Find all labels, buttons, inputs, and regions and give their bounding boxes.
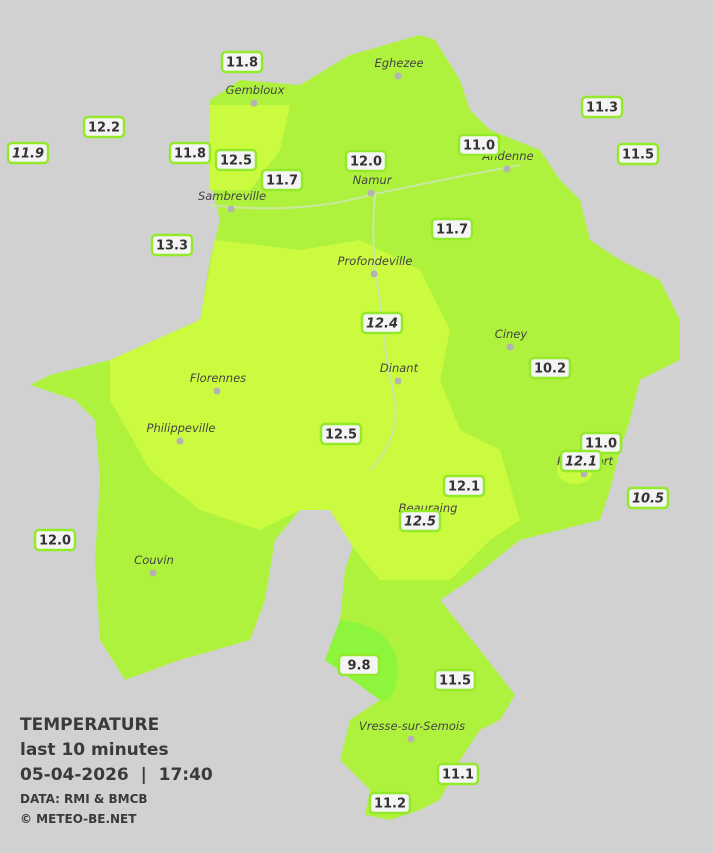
station-temperature: 12.2 (88, 121, 120, 136)
city-label: Profondeville (338, 254, 413, 268)
station-temperature: 12.1 (565, 455, 597, 470)
city-label: Ciney (495, 327, 528, 341)
city-label: Namur (353, 173, 393, 187)
station-badge (626, 486, 670, 510)
city-label: Philippeville (147, 421, 216, 435)
cities: EghezeeGemblouxAndenneNamurSambrevillePr… (134, 56, 614, 743)
city-dot (370, 270, 378, 278)
station-badge (528, 356, 572, 380)
station-temperature: 12.4 (366, 317, 398, 332)
station-badge (580, 95, 624, 119)
station-badge (319, 422, 363, 446)
city-dot (227, 205, 235, 213)
city-dot (367, 189, 375, 197)
station-temperature: 12.5 (404, 515, 436, 530)
station-badge (6, 141, 50, 165)
city-dot (407, 735, 415, 743)
legend-period: last 10 minutes (20, 740, 169, 760)
station-badge (33, 528, 77, 552)
station-badge (168, 141, 212, 165)
city-label: Vresse-sur-Semois (359, 719, 465, 733)
station-badge (616, 142, 660, 166)
station-badge (433, 668, 477, 692)
station-temperature: 12.1 (448, 480, 480, 495)
station-temperature: 12.5 (325, 428, 357, 443)
stations: 11.8 12.2 11.9 11.8 12.5 11.7 12.0 11.0 11.3 11.5… (6, 50, 670, 815)
station-badge (82, 115, 126, 139)
station-badge (337, 653, 381, 677)
station-temperature: 13.3 (156, 239, 188, 254)
station-badge (368, 791, 412, 815)
station-badge (220, 50, 264, 74)
city-dot (394, 377, 402, 385)
station-temperature: 11.0 (463, 139, 495, 154)
station-temperature: 9.8 (347, 659, 370, 674)
station-temperature: 11.5 (622, 148, 654, 163)
city-dot (506, 343, 514, 351)
station-badge (214, 148, 258, 172)
station-badge (344, 149, 388, 173)
station-badge (150, 233, 194, 257)
station-temperature: 11.7 (436, 223, 468, 238)
station-temperature: 12.0 (350, 155, 382, 170)
city-dot (176, 437, 184, 445)
station-temperature: 12.5 (220, 154, 252, 169)
station-badge (436, 762, 480, 786)
station-badge (398, 509, 442, 533)
station-badge (457, 133, 501, 157)
station-temperature: 11.5 (439, 674, 471, 689)
legend-title: TEMPERATURE (20, 715, 159, 735)
station-temperature: 10.5 (632, 492, 664, 507)
station-temperature: 11.0 (585, 437, 617, 452)
city-label: Sambreville (198, 189, 266, 203)
city-label: Gembloux (226, 83, 285, 97)
station-temperature: 12.0 (39, 534, 71, 549)
warm-zone (110, 240, 520, 580)
city-dot (149, 569, 157, 577)
city-dot (503, 165, 511, 173)
legend-copyright: © METEO-BE.NET (20, 812, 137, 826)
city-label: Dinant (380, 361, 419, 375)
station-badge (260, 168, 304, 192)
legend-source: DATA: RMI & BMCB (20, 792, 148, 806)
city-label: Florennes (190, 371, 246, 385)
station-temperature: 10.2 (534, 362, 566, 377)
station-temperature: 11.2 (374, 797, 406, 812)
legend-timestamp: 05-04-2026 | 17:40 (20, 765, 213, 785)
station-temperature: 11.8 (174, 147, 206, 162)
station-badge (430, 217, 474, 241)
station-temperature: 11.7 (266, 174, 298, 189)
city-dot (213, 387, 221, 395)
city-dot (394, 72, 402, 80)
station-temperature: 11.3 (586, 101, 618, 116)
station-temperature: 11.9 (12, 147, 44, 162)
city-label: Couvin (134, 553, 174, 567)
station-temperature: 11.8 (226, 56, 258, 71)
station-temperature: 11.1 (442, 768, 474, 783)
city-label: Eghezee (374, 56, 423, 70)
station-badge (360, 311, 404, 335)
station-badge (442, 474, 486, 498)
station-badge (559, 449, 603, 473)
city-dot (250, 99, 258, 107)
